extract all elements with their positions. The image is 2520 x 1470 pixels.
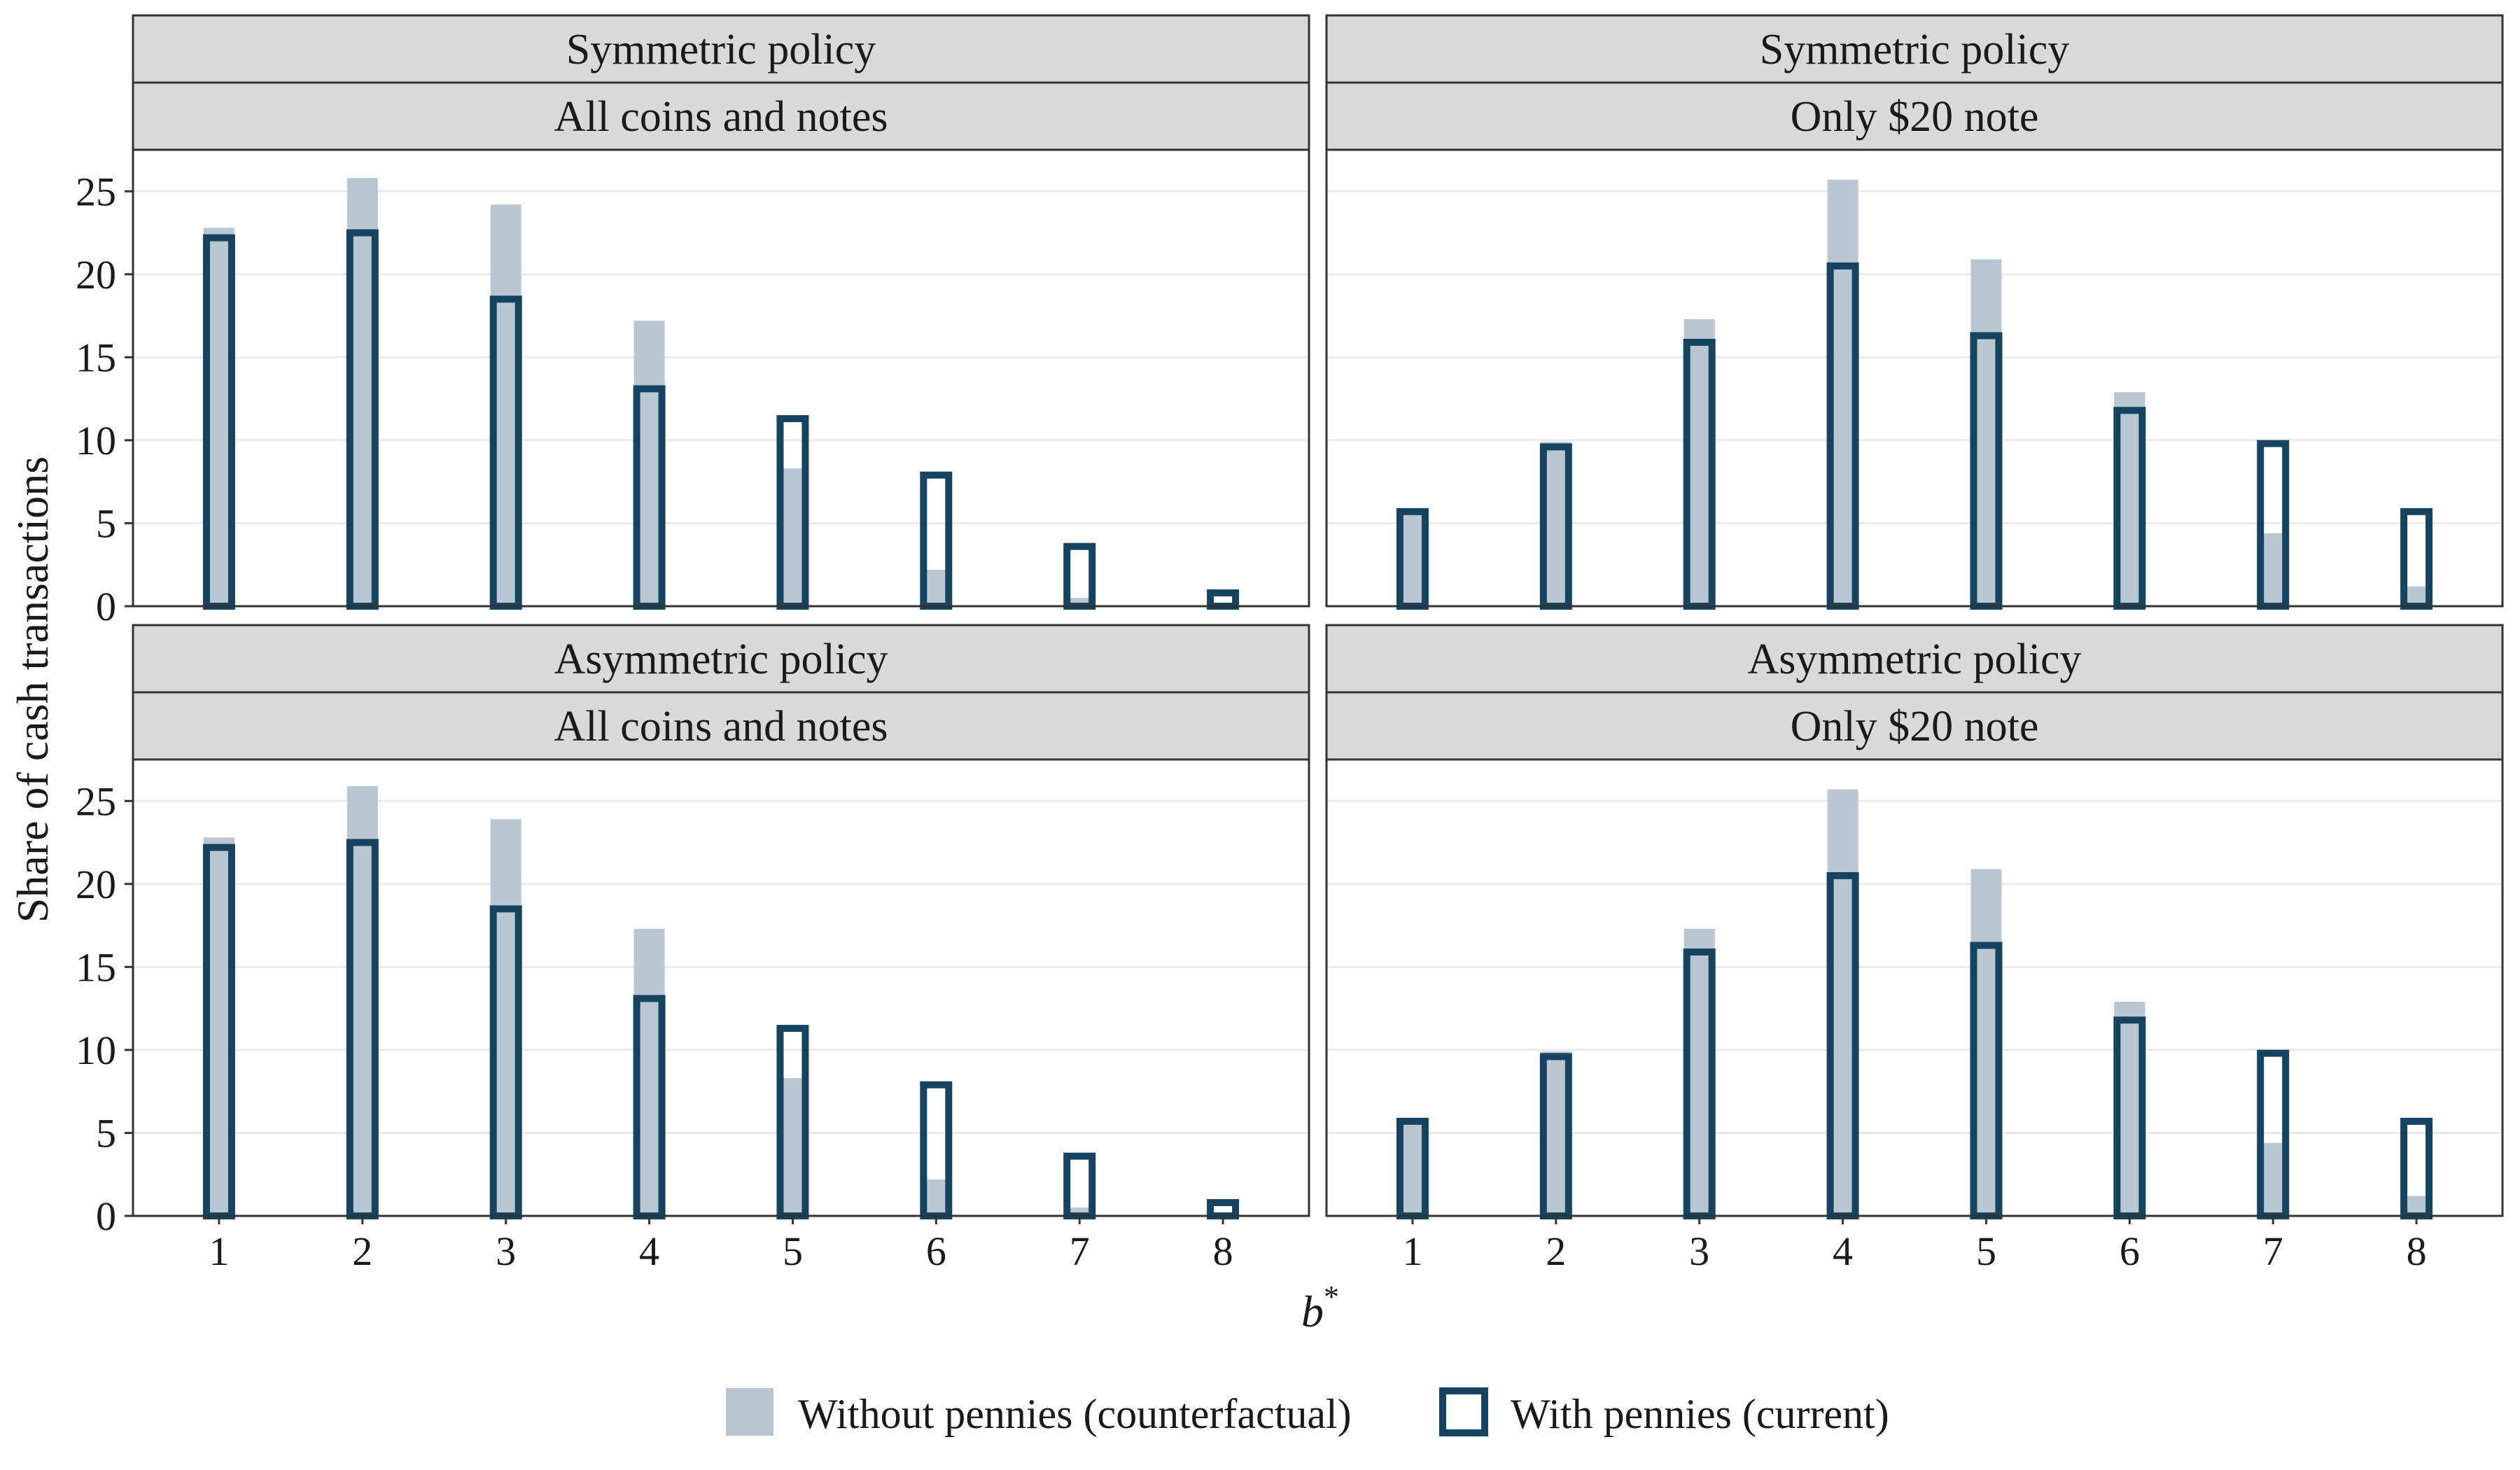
panel-0: Symmetric policy All coins and notes 0 5 10 1… — [76, 14, 1310, 629]
legend: Without pennies (counterfactual) With pe… — [726, 1387, 1889, 1437]
legend-label-with-pennies: With pennies (current) — [1511, 1391, 1889, 1437]
y-tick-label-0-5: 5 — [96, 500, 116, 546]
strip-top-label-0: Symmetric policy — [566, 26, 876, 74]
y-tick-label-0-25: 25 — [76, 169, 116, 214]
y-axis-title: Share of cash transactions — [8, 456, 57, 923]
panel-2: Asymmetric policy All coins and notes 0 5 10… — [76, 624, 1310, 1274]
x-tick-label-3-8: 8 — [2407, 1228, 2427, 1274]
strip-top-label-3: Asymmetric policy — [1748, 636, 2082, 683]
y-tick-label-2-10: 10 — [76, 1028, 116, 1073]
x-tick-label-3-4: 4 — [1833, 1228, 1853, 1274]
x-tick-label-2-1: 1 — [209, 1228, 229, 1274]
y-tick-label-0-10: 10 — [76, 418, 116, 463]
legend-key-without-pennies — [726, 1388, 774, 1436]
x-tick-label-2-3: 3 — [496, 1228, 516, 1274]
y-tick-label-2-25: 25 — [76, 778, 116, 824]
strip-bottom-label-3: Only $20 note — [1791, 703, 2039, 750]
bar-without-pennies-0-7 — [1064, 598, 1096, 606]
panel-3: Asymmetric policy Only $20 note 1 2 3 4 5 6 7 8 — [1325, 624, 2504, 1274]
x-tick-label-2-4: 4 — [639, 1228, 659, 1274]
strip-bottom-1 — [1325, 81, 2504, 151]
x-tick-label-3-2: 2 — [1546, 1228, 1566, 1274]
panel-border-3 — [1325, 758, 2504, 1217]
strip-bottom-label-2: All coins and notes — [554, 703, 888, 750]
strip-bottom-2 — [132, 691, 1310, 761]
legend-key-with-pennies — [1439, 1387, 1488, 1436]
y-tick-label-0-0: 0 — [96, 584, 116, 629]
x-tick-label-3-7: 7 — [2263, 1228, 2283, 1274]
strip-top-label-2: Asymmetric policy — [554, 636, 888, 683]
x-tick-label-2-2: 2 — [352, 1228, 372, 1274]
y-tick-label-2-5: 5 — [96, 1110, 116, 1156]
x-tick-label-3-3: 3 — [1689, 1228, 1709, 1274]
x-axis-title: b* — [1301, 1280, 1339, 1336]
x-tick-label-2-5: 5 — [783, 1228, 803, 1274]
y-tick-label-2-15: 15 — [76, 944, 116, 990]
panel-border-0 — [132, 148, 1310, 608]
strip-top-2 — [132, 624, 1310, 694]
x-tick-label-2-8: 8 — [1213, 1228, 1233, 1274]
strip-top-label-1: Symmetric policy — [1760, 26, 2070, 74]
y-tick-label-2-20: 20 — [76, 862, 116, 907]
x-axis-title-main: b — [1301, 1287, 1324, 1336]
plot-area-3 — [1326, 760, 2502, 1216]
panel-1: Symmetric policy Only $20 note — [1325, 14, 2504, 610]
y-tick-label-0-20: 20 — [76, 252, 116, 298]
panel-border-1 — [1325, 148, 2504, 608]
plot-area-2 — [133, 760, 1309, 1216]
panel-border-2 — [132, 758, 1310, 1217]
y-tick-label-2-0: 0 — [96, 1194, 116, 1239]
x-tick-label-3-6: 6 — [2120, 1228, 2140, 1274]
x-tick-label-3-5: 5 — [1976, 1228, 1996, 1274]
y-tick-label-0-15: 15 — [76, 335, 116, 380]
strip-top-1 — [1325, 14, 2504, 84]
strip-bottom-0 — [132, 81, 1310, 151]
strip-bottom-label-0: All coins and notes — [554, 93, 888, 141]
x-tick-label-3-1: 1 — [1402, 1228, 1422, 1274]
plot-area-0 — [133, 150, 1309, 606]
x-axis-title-superscript: * — [1324, 1280, 1339, 1314]
plot-area-1 — [1326, 150, 2502, 606]
strip-bottom-3 — [1325, 691, 2504, 761]
bar-without-pennies-2-7 — [1064, 1208, 1096, 1216]
x-tick-label-2-7: 7 — [1070, 1228, 1090, 1274]
strip-top-0 — [132, 14, 1310, 84]
strip-bottom-label-1: Only $20 note — [1791, 93, 2039, 141]
legend-label-without-pennies: Without pennies (counterfactual) — [798, 1391, 1352, 1437]
x-tick-label-2-6: 6 — [926, 1228, 946, 1274]
